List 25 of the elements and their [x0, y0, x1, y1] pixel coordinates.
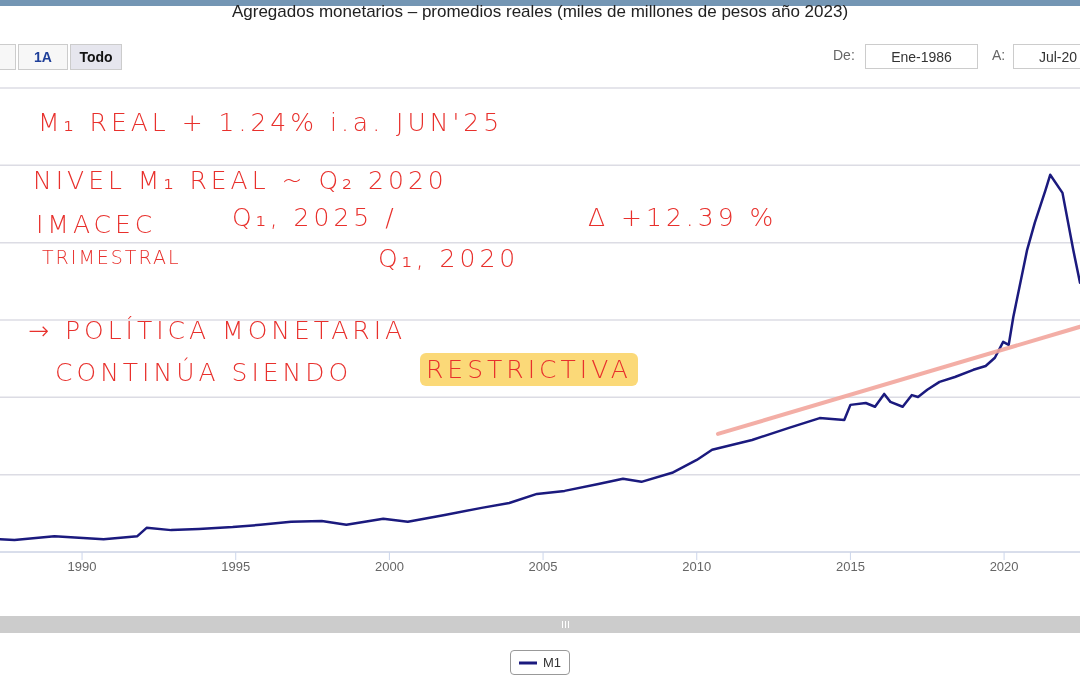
legend-label: M1 — [542, 655, 562, 670]
x-tick-label: 2010 — [682, 559, 712, 575]
annotation: RESTRICTIVA — [420, 353, 638, 386]
annotation: TRIMESTRAL — [42, 246, 181, 268]
text: Jul-20 — [1013, 44, 1080, 69]
text: 1A — [18, 44, 68, 70]
text: De: — [833, 47, 855, 63]
text: A: — [992, 47, 1006, 63]
annotation: CONTINÚA SIENDO — [55, 358, 353, 387]
x-tick-label: 2020 — [989, 559, 1019, 575]
text: Ene-1986 — [865, 44, 978, 69]
annotation: Δ +12.39 % — [588, 203, 778, 232]
annotation: IMACEC — [36, 210, 157, 239]
annotation: Q₁, 2020 — [378, 244, 520, 273]
x-tick-label: 1995 — [221, 559, 251, 575]
annotation: → POLÍTICA MONETARIA — [28, 316, 407, 345]
x-tick-label: 2000 — [374, 559, 404, 575]
text: M₁ REAL + 1.24% i.a. JUN'25 — [38, 108, 504, 137]
annotation: Q₁, 2025 / — [232, 203, 398, 232]
chart-title: Agregados monetarios – promedios reales (miles de millones de pesos año 2023) — [230, 2, 850, 22]
x-tick-label: 2015 — [835, 559, 865, 575]
x-tick-label: 1990 — [67, 559, 97, 575]
annotation: NIVEL M₁ REAL ~ Q₂ 2020 — [33, 166, 448, 195]
x-tick-label: 2005 — [528, 559, 558, 575]
text: Todo — [70, 44, 122, 70]
